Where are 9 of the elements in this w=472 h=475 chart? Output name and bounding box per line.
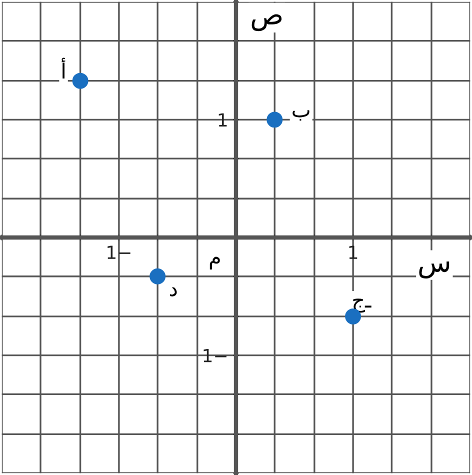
point [72,72,88,89]
x-axis-title: س [419,262,450,279]
point [266,112,283,128]
y-axis-title: ص [252,14,282,32]
point [150,268,166,284]
annotation: ب [292,110,310,121]
annotation: د [170,287,177,296]
annotation: م [210,256,220,270]
annotation: أ [62,58,66,79]
